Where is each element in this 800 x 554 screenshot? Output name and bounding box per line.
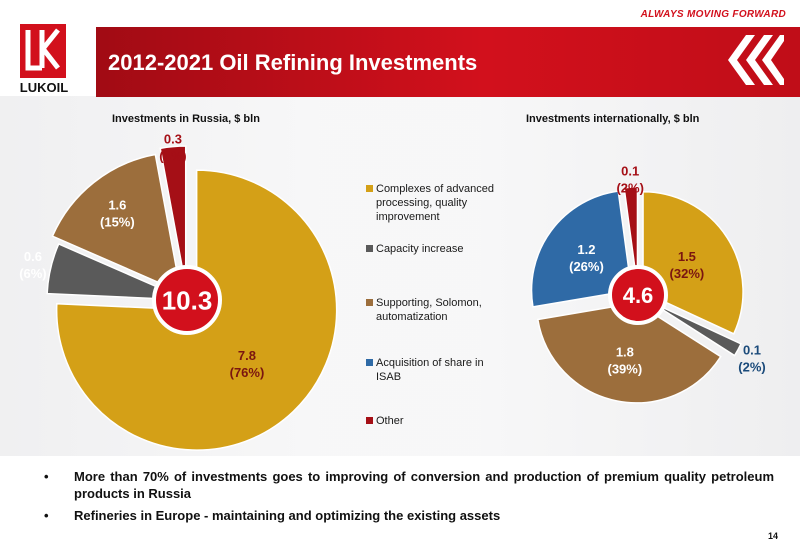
pie-slice [530,190,633,308]
brand-name: LUKOIL [19,80,69,95]
pie-slice [642,191,744,335]
pie-slice [159,145,187,287]
slice-value-label: 0.1 [621,163,639,178]
page-title: 2012-2021 Oil Refining Investments [108,50,478,75]
slice-percent-label: (76%) [230,365,265,380]
slice-value-label: 0.3 [164,132,182,147]
chevron-arrows-icon [728,35,784,85]
pie-slice [623,186,639,288]
title-banner [96,27,800,97]
legend-label: Other [376,415,404,427]
page-number: 14 [767,531,778,541]
bullet-text: More than 70% of investments goes to imp… [74,469,774,501]
bullet-dot-icon: • [44,469,49,484]
slice-value-label: 1.6 [108,197,126,212]
bullet-dot-icon: • [44,508,49,523]
legend-label: Acquisition of share in ISAB [376,357,484,383]
slice-percent-label: (2%) [616,180,643,195]
slice-value-label: 0.1 [743,342,761,357]
chart-russia-title: Investments in Russia, $ bln [112,113,260,125]
chart-international-title: Investments internationally, $ bln [526,113,700,125]
pie-slice [536,302,722,404]
total-value-label: 10.3 [162,285,213,315]
legend-swatch [366,185,373,192]
pie-slice [649,301,742,357]
bullet-item: • Refineries in Europe - maintaining and … [44,507,774,524]
total-badge [608,265,668,325]
legend-swatch [366,417,373,424]
pie-slice [51,153,182,294]
bullet-text: Refineries in Europe - maintaining and o… [74,508,501,523]
slice-value-label: 0.6 [24,249,42,264]
bullet-item: • More than 70% of investments goes to im… [44,468,774,502]
slice-value-label: 1.8 [616,345,634,360]
pie-slice [46,242,188,301]
slice-value-label: 1.5 [678,249,696,264]
slice-percent-label: (15%) [100,214,135,229]
legend-label: Complexes of advanced processing, qualit… [376,183,495,223]
slice-percent-label: (3%) [159,149,186,164]
legend-swatch [366,299,373,306]
pie-slice [55,169,338,451]
total-badge [152,265,222,335]
slice-percent-label: (39%) [608,362,643,377]
legend-label: Capacity increase [376,243,464,255]
bullet-list: • More than 70% of investments goes to im… [44,468,774,529]
legend-label: Supporting, Solomon, automatization [376,297,482,323]
slice-percent-label: (2%) [738,359,765,374]
slice-value-label: 7.8 [238,348,256,363]
lukoil-logo-icon [20,24,66,78]
legend-swatch [366,245,373,252]
total-value-label: 4.6 [623,283,654,308]
slice-percent-label: (6%) [19,266,46,281]
legend-swatch [366,359,373,366]
slice-percent-label: (32%) [670,266,705,281]
tagline: ALWAYS MOVING FORWARD [640,9,786,20]
slice-percent-label: (26%) [569,259,604,274]
slice-value-label: 1.2 [577,242,595,257]
